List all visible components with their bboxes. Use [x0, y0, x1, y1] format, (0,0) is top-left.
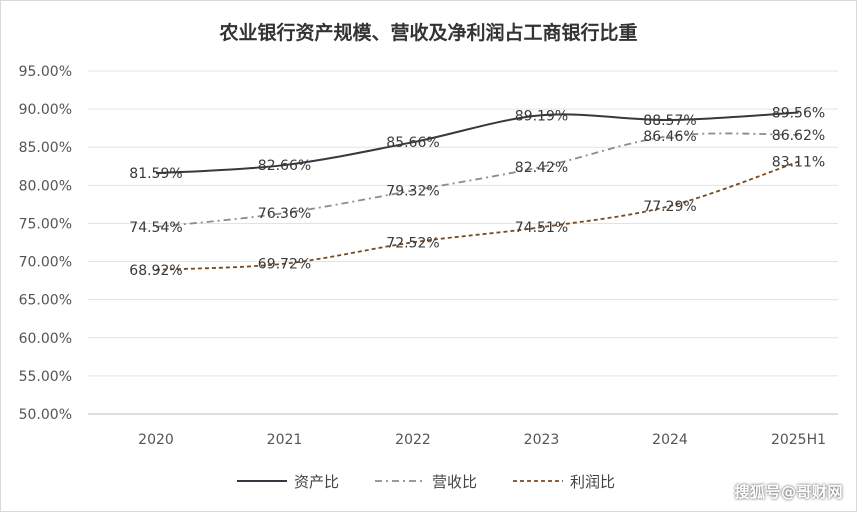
y-tick-label: 80.00%: [19, 178, 72, 194]
x-tick-label: 2025H1: [771, 432, 826, 448]
x-tick-label: 2024: [652, 432, 688, 448]
data-label: 79.32%: [386, 184, 439, 200]
data-label: 83.11%: [772, 155, 825, 171]
series-lines: [155, 111, 799, 271]
x-tick-label: 2020: [138, 432, 174, 448]
data-label: 86.46%: [643, 129, 696, 145]
data-label: 69.72%: [258, 257, 311, 273]
y-tick-label: 60.00%: [19, 331, 72, 347]
data-label: 89.56%: [772, 105, 825, 121]
y-tick-label: 50.00%: [19, 407, 72, 423]
chart-title: 农业银行资产规模、营收及净利润占工商银行比重: [219, 22, 638, 44]
legend-entry: 营收比: [432, 473, 477, 491]
legend: 资产比 营收比 利润比: [237, 473, 615, 491]
legend-entry: 利润比: [570, 473, 615, 491]
data-label: 74.51%: [515, 220, 568, 236]
data-label: 82.66%: [258, 158, 311, 174]
data-label: 86.62%: [772, 128, 825, 144]
legend-entry: 资产比: [294, 473, 339, 491]
y-tick-label: 55.00%: [19, 369, 72, 385]
data-label: 74.54%: [129, 220, 182, 236]
y-tick-label: 90.00%: [19, 102, 72, 118]
data-labels: 81.59% 82.66% 85.66% 89.19% 88.57% 89.56% 74.5…: [129, 105, 825, 278]
y-tick-label: 70.00%: [19, 255, 72, 271]
y-tick-label: 75.00%: [19, 216, 72, 232]
x-tick-label: 2023: [524, 432, 560, 448]
data-label: 88.57%: [643, 113, 696, 129]
data-label: 72.52%: [386, 235, 439, 251]
data-label: 82.42%: [515, 160, 568, 176]
x-tick-label: 2021: [267, 432, 303, 448]
y-tick-label: 95.00%: [19, 64, 72, 80]
data-label: 68.92%: [129, 263, 182, 279]
series-line-2: [155, 160, 799, 271]
y-tick-label: 65.00%: [19, 293, 72, 309]
grid-lines: [88, 70, 838, 415]
axes: 50.00% 55.00% 60.00% 65.00% 70.00% 75.00% 80.0…: [19, 64, 826, 448]
series-line-0: [155, 111, 799, 175]
x-tick-label: 2022: [395, 432, 431, 448]
data-label: 85.66%: [386, 135, 439, 151]
data-label: 76.36%: [258, 206, 311, 222]
series-line-1: [155, 132, 799, 228]
watermark: 搜狐号@哥财网: [734, 483, 843, 501]
data-label: 81.59%: [129, 166, 182, 182]
data-label: 77.29%: [643, 199, 696, 215]
y-tick-label: 85.00%: [19, 140, 72, 156]
data-label: 89.19%: [515, 108, 568, 124]
